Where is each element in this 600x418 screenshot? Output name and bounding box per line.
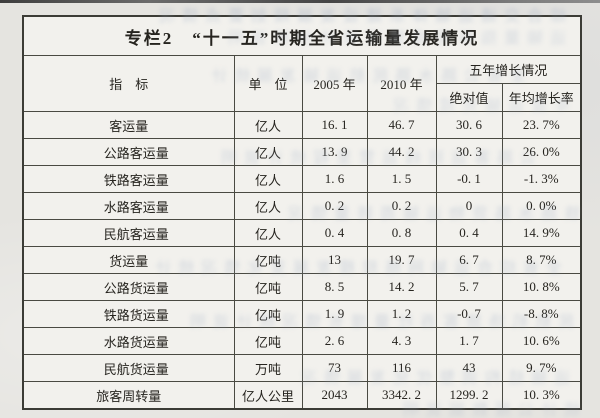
table-row: 货运量 亿吨 13 19. 7 6. 7 8. 7%	[22, 246, 582, 274]
table-row: 民航货运量 万吨 73 116 43 9. 7%	[22, 354, 582, 382]
header-row-sub: 绝对值 年均增长率	[23, 83, 582, 112]
growth-rate-cell: -1. 3%	[501, 165, 582, 193]
table-row: 客运量 亿人 16. 1 46. 7 30. 6 23. 7%	[22, 111, 582, 139]
growth-abs-cell: 30. 3	[435, 138, 503, 166]
unit-cell: 万吨	[233, 354, 303, 382]
header-year-2005: 2005 年	[301, 55, 368, 112]
indicator-cell: 民航客运量	[22, 219, 235, 247]
growth-abs-cell: 30. 6	[435, 111, 503, 139]
value-2005-cell: 16. 1	[301, 111, 368, 139]
indicator-cell: 公路货运量	[22, 273, 235, 301]
unit-cell: 亿吨	[233, 246, 303, 274]
growth-rate-cell: 8. 7%	[501, 246, 582, 274]
value-2005-cell: 1. 6	[301, 165, 368, 193]
unit-cell: 亿人	[233, 138, 303, 166]
growth-rate-cell: 9. 7%	[501, 354, 582, 382]
value-2010-cell: 116	[366, 354, 437, 382]
growth-rate-cell: 26. 0%	[501, 138, 582, 166]
table-row: 水路客运量 亿人 0. 2 0. 2 0 0. 0%	[22, 192, 582, 220]
scan-top-edge-artifact	[0, 0, 600, 3]
growth-abs-cell: 43	[435, 354, 503, 382]
value-2010-cell: 4. 3	[366, 327, 437, 355]
unit-cell: 亿人公里	[233, 381, 303, 410]
growth-rate-cell: 23. 7%	[501, 111, 582, 139]
growth-rate-cell: 10. 6%	[501, 327, 582, 355]
table-row: 民航客运量 亿人 0. 4 0. 8 0. 4 14. 9%	[22, 219, 582, 247]
indicator-cell: 水路客运量	[22, 192, 235, 220]
value-2010-cell: 1. 5	[366, 165, 437, 193]
value-2005-cell: 13. 9	[301, 138, 368, 166]
header-growth-group: 五年增长情况	[435, 55, 582, 84]
header-year-2010: 2010 年	[366, 55, 437, 112]
header-indicator: 指 标	[22, 55, 235, 112]
header-unit: 单 位	[233, 55, 303, 112]
value-2010-cell: 19. 7	[366, 246, 437, 274]
growth-abs-cell: 1299. 2	[435, 381, 503, 410]
value-2005-cell: 1. 9	[301, 300, 368, 328]
header-row-top: 指 标 单 位 2005 年 2010 年 五年增长情况	[22, 55, 582, 112]
unit-cell: 亿吨	[233, 273, 303, 301]
unit-cell: 亿人	[233, 111, 303, 139]
value-2005-cell: 73	[301, 354, 368, 382]
table-row: 公路客运量 亿人 13. 9 44. 2 30. 3 26. 0%	[22, 138, 582, 166]
growth-abs-cell: 6. 7	[435, 246, 503, 274]
growth-abs-cell: 0. 4	[435, 219, 503, 247]
value-2005-cell: 0. 2	[301, 192, 368, 220]
table-row: 水路货运量 亿吨 2. 6 4. 3 1. 7 10. 6%	[22, 327, 582, 355]
indicator-cell: 公路客运量	[22, 138, 235, 166]
header-growth-absolute: 绝对值	[435, 83, 503, 112]
unit-cell: 亿人	[233, 165, 303, 193]
indicator-cell: 客运量	[22, 111, 235, 139]
value-2005-cell: 2. 6	[301, 327, 368, 355]
growth-abs-cell: -0. 7	[435, 300, 503, 328]
table-row: 铁路货运量 亿吨 1. 9 1. 2 -0. 7 -8. 8%	[22, 300, 582, 328]
indicator-cell: 旅客周转量	[22, 381, 235, 410]
value-2010-cell: 0. 8	[366, 219, 437, 247]
table-title: 专栏2 “十一五”时期全省运输量发展情况	[22, 15, 582, 56]
indicator-cell: 货运量	[22, 246, 235, 274]
unit-cell: 亿人	[233, 219, 303, 247]
growth-rate-cell: 0. 0%	[501, 192, 582, 220]
growth-rate-cell: 14. 9%	[501, 219, 582, 247]
header-growth-rate: 年均增长率	[501, 83, 582, 112]
value-2005-cell: 2043	[301, 381, 368, 410]
growth-rate-cell: -8. 8%	[501, 300, 582, 328]
transport-statistics-table: 专栏2 “十一五”时期全省运输量发展情况 指 标 单 位 2005 年 2010…	[22, 15, 582, 410]
indicator-cell: 民航货运量	[22, 354, 235, 382]
growth-abs-cell: 1. 7	[435, 327, 503, 355]
table-title-row: 专栏2 “十一五”时期全省运输量发展情况	[22, 15, 582, 56]
indicator-cell: 铁路客运量	[22, 165, 235, 193]
unit-cell: 亿吨	[233, 327, 303, 355]
value-2010-cell: 46. 7	[366, 111, 437, 139]
growth-rate-cell: 10. 8%	[501, 273, 582, 301]
unit-cell: 亿吨	[233, 300, 303, 328]
value-2010-cell: 14. 2	[366, 273, 437, 301]
growth-abs-cell: -0. 1	[435, 165, 503, 193]
value-2005-cell: 0. 4	[301, 219, 368, 247]
unit-cell: 亿人	[233, 192, 303, 220]
table-row: 铁路客运量 亿人 1. 6 1. 5 -0. 1 -1. 3%	[22, 165, 582, 193]
value-2010-cell: 1. 2	[366, 300, 437, 328]
growth-abs-cell: 5. 7	[435, 273, 503, 301]
value-2010-cell: 3342. 2	[366, 381, 437, 410]
value-2005-cell: 8. 5	[301, 273, 368, 301]
value-2010-cell: 44. 2	[366, 138, 437, 166]
indicator-cell: 水路货运量	[22, 327, 235, 355]
growth-rate-cell: 10. 3%	[501, 381, 582, 410]
indicator-cell: 铁路货运量	[22, 300, 235, 328]
growth-abs-cell: 0	[435, 192, 503, 220]
table-row: 旅客周转量 亿人公里 2043 3342. 2 1299. 2 10. 3%	[22, 381, 582, 410]
value-2005-cell: 13	[301, 246, 368, 274]
value-2010-cell: 0. 2	[366, 192, 437, 220]
table-row: 公路货运量 亿吨 8. 5 14. 2 5. 7 10. 8%	[22, 273, 582, 301]
